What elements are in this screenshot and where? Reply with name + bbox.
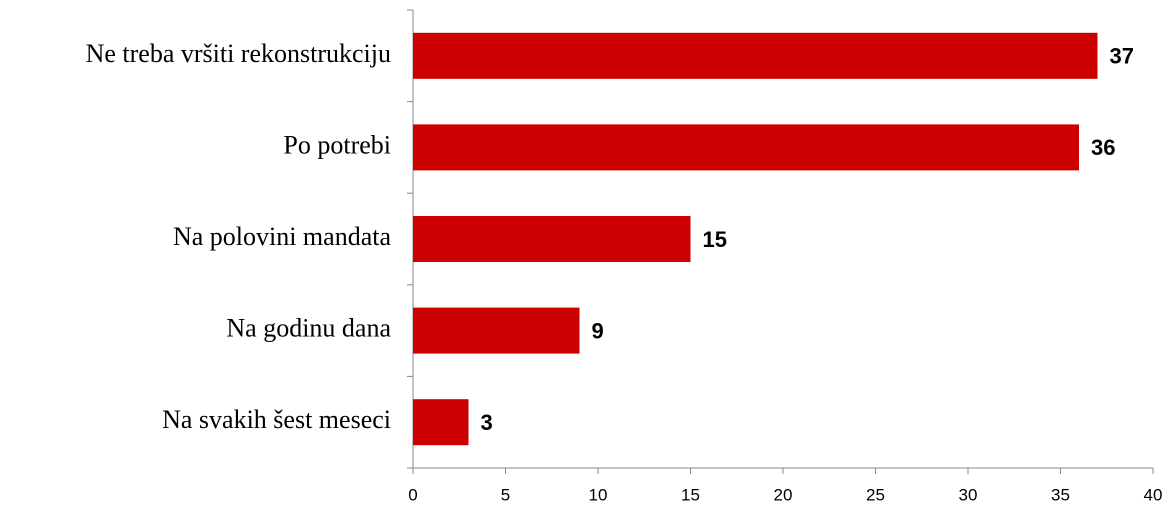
value-label: 3	[481, 410, 493, 435]
bar	[413, 307, 580, 354]
value-label: 9	[592, 318, 604, 343]
value-label: 36	[1091, 135, 1115, 160]
y-tick-label: Na godinu dana	[226, 314, 391, 343]
x-tick-label: 15	[681, 485, 700, 504]
value-label: 15	[703, 227, 727, 252]
x-tick-label: 30	[959, 485, 978, 504]
bar	[413, 32, 1098, 79]
y-tick-label: Po potrebi	[283, 130, 391, 159]
bar	[413, 216, 691, 262]
x-tick-label: 20	[774, 485, 793, 504]
bar	[413, 399, 469, 446]
x-tick-label: 40	[1144, 485, 1163, 504]
x-tick-label: 5	[501, 485, 510, 504]
y-tick-label: Na svakih šest meseci	[162, 405, 391, 434]
x-tick-label: 35	[1051, 485, 1070, 504]
y-tick-label: Ne treba vršiti rekonstrukciju	[86, 39, 391, 68]
x-tick-label: 0	[408, 485, 417, 504]
bar	[413, 124, 1079, 171]
y-tick-label: Na polovini mandata	[173, 222, 392, 251]
x-tick-label: 25	[866, 485, 885, 504]
x-tick-label: 10	[589, 485, 608, 504]
value-label: 37	[1110, 44, 1134, 69]
